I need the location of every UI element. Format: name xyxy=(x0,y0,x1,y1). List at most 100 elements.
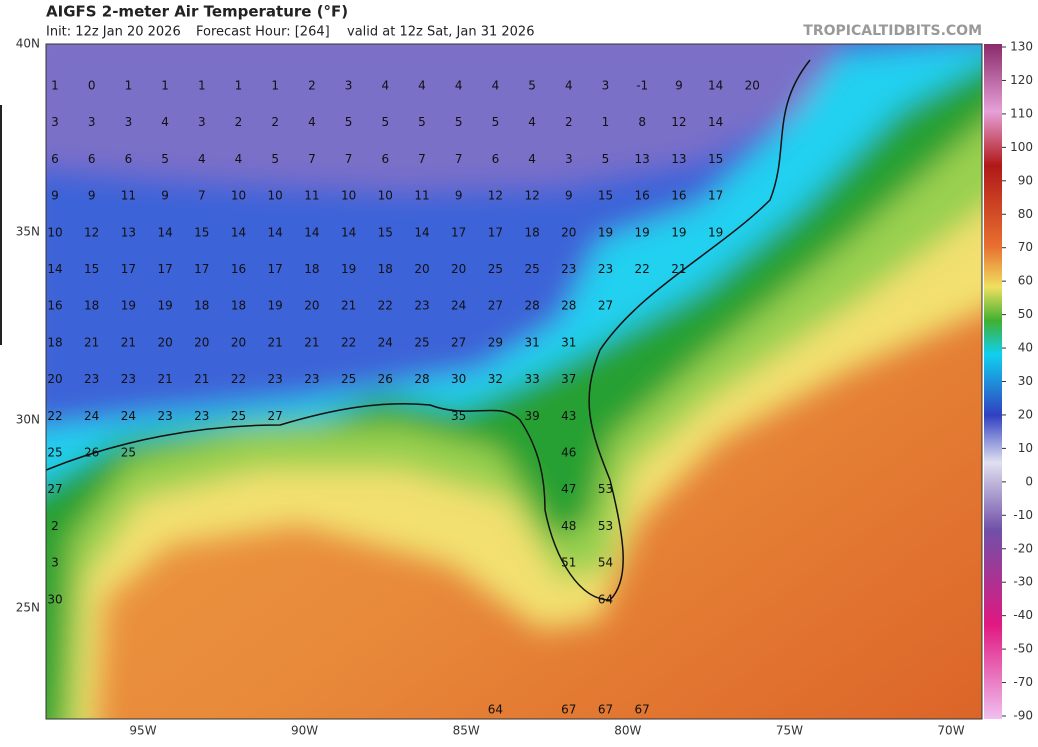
temperature-value: 20 xyxy=(304,299,319,313)
colorbar-label: 100 xyxy=(1010,140,1033,154)
temperature-value: 27 xyxy=(451,335,466,349)
temperature-value: 16 xyxy=(47,299,62,313)
temperature-value: 64 xyxy=(598,592,613,606)
temperature-value: 21 xyxy=(194,372,209,386)
temperature-value: 5 xyxy=(381,115,389,129)
temperature-value: 6 xyxy=(381,152,389,166)
temperature-value: 3 xyxy=(88,115,96,129)
colorbar-label: 80 xyxy=(1018,207,1033,221)
temperature-value: 33 xyxy=(524,372,539,386)
temperature-value: 22 xyxy=(231,372,246,386)
temperature-value: 1 xyxy=(271,79,279,93)
temperature-value: 24 xyxy=(84,409,99,423)
temperature-value: 31 xyxy=(561,335,576,349)
map-frame xyxy=(45,43,983,720)
temperature-value: 26 xyxy=(378,372,393,386)
temperature-value: -1 xyxy=(636,79,648,93)
temperature-value: 17 xyxy=(268,262,283,276)
temperature-value: 27 xyxy=(598,299,613,313)
temperature-value: 4 xyxy=(198,152,206,166)
lon-label: 75W xyxy=(776,724,803,738)
temperature-value: 1 xyxy=(161,79,169,93)
temperature-value: 6 xyxy=(51,152,59,166)
temperature-value: 14 xyxy=(268,225,283,239)
temperature-value: 22 xyxy=(341,335,356,349)
temperature-value: 4 xyxy=(528,152,536,166)
temperature-value: 53 xyxy=(598,482,613,496)
temperature-value: 6 xyxy=(88,152,96,166)
temperature-value: 9 xyxy=(455,189,463,203)
temperature-value: 20 xyxy=(451,262,466,276)
lat-label: 40N xyxy=(16,37,40,51)
temperature-value: 17 xyxy=(194,262,209,276)
temperature-value: 47 xyxy=(561,482,576,496)
temperature-value: 13 xyxy=(671,152,686,166)
temperature-value: 12 xyxy=(524,189,539,203)
temperature-value: 3 xyxy=(198,115,206,129)
temperature-value: 14 xyxy=(341,225,356,239)
forecast-hour: Forecast Hour: [264] xyxy=(196,25,330,40)
temperature-value: 28 xyxy=(414,372,429,386)
temperature-value: 23 xyxy=(157,409,172,423)
temperature-value: 3 xyxy=(125,115,133,129)
temperature-value: 5 xyxy=(528,79,536,93)
temperature-value: 43 xyxy=(561,409,576,423)
temperature-value: 10 xyxy=(268,189,283,203)
temperature-value: 28 xyxy=(524,299,539,313)
temperature-value: 14 xyxy=(231,225,246,239)
colorbar-label: 90 xyxy=(1018,173,1033,187)
lon-label: 80W xyxy=(614,724,641,738)
temperature-value: 11 xyxy=(121,189,136,203)
temperature-value: 31 xyxy=(524,335,539,349)
temperature-value: 6 xyxy=(125,152,133,166)
temperature-value: 4 xyxy=(418,79,426,93)
temperature-value: 22 xyxy=(47,409,62,423)
temperature-value: 26 xyxy=(84,446,99,460)
colorbar-label: 70 xyxy=(1018,240,1033,254)
temperature-value: 4 xyxy=(235,152,243,166)
temperature-value: 21 xyxy=(304,335,319,349)
temperature-value: 1 xyxy=(602,115,610,129)
temperature-value: 15 xyxy=(598,189,613,203)
temperature-value: 12 xyxy=(84,225,99,239)
temperature-value: 19 xyxy=(157,299,172,313)
temperature-value: 12 xyxy=(671,115,686,129)
temperature-value: 4 xyxy=(528,115,536,129)
colorbar-label: 10 xyxy=(1018,441,1033,455)
temperature-value: 5 xyxy=(492,115,500,129)
temperature-value: 2 xyxy=(51,519,59,533)
temperature-value: 2 xyxy=(235,115,243,129)
temperature-value: 18 xyxy=(524,225,539,239)
temperature-value: 24 xyxy=(121,409,136,423)
temperature-value: 12 xyxy=(488,189,503,203)
temperature-value: 25 xyxy=(488,262,503,276)
temperature-value: 19 xyxy=(671,225,686,239)
temperature-value: 46 xyxy=(561,446,576,460)
temperature-value: 28 xyxy=(561,299,576,313)
temperature-value: 5 xyxy=(455,115,463,129)
temperature-value: 20 xyxy=(47,372,62,386)
temperature-value: 1 xyxy=(125,79,133,93)
temperature-value: 1 xyxy=(235,79,243,93)
temperature-value: 5 xyxy=(271,152,279,166)
colorbar-label: 40 xyxy=(1018,341,1033,355)
temperature-value: 2 xyxy=(565,115,573,129)
temperature-value: 54 xyxy=(598,556,613,570)
temperature-value: 19 xyxy=(635,225,650,239)
temperature-value: 9 xyxy=(675,79,683,93)
temperature-value: 35 xyxy=(451,409,466,423)
temperature-value: 32 xyxy=(488,372,503,386)
temperature-value: 14 xyxy=(304,225,319,239)
temperature-value: 67 xyxy=(635,702,650,716)
temperature-value: 4 xyxy=(161,115,169,129)
temperature-value: 18 xyxy=(378,262,393,276)
temperature-value: 5 xyxy=(602,152,610,166)
temperature-value: 17 xyxy=(708,189,723,203)
temperature-value: 10 xyxy=(341,189,356,203)
temperature-value: 6 xyxy=(492,152,500,166)
temperature-value: 7 xyxy=(418,152,426,166)
temperature-value: 67 xyxy=(561,702,576,716)
temperature-value: 4 xyxy=(565,79,573,93)
temperature-value: 15 xyxy=(378,225,393,239)
colorbar-label: -70 xyxy=(1013,675,1033,689)
